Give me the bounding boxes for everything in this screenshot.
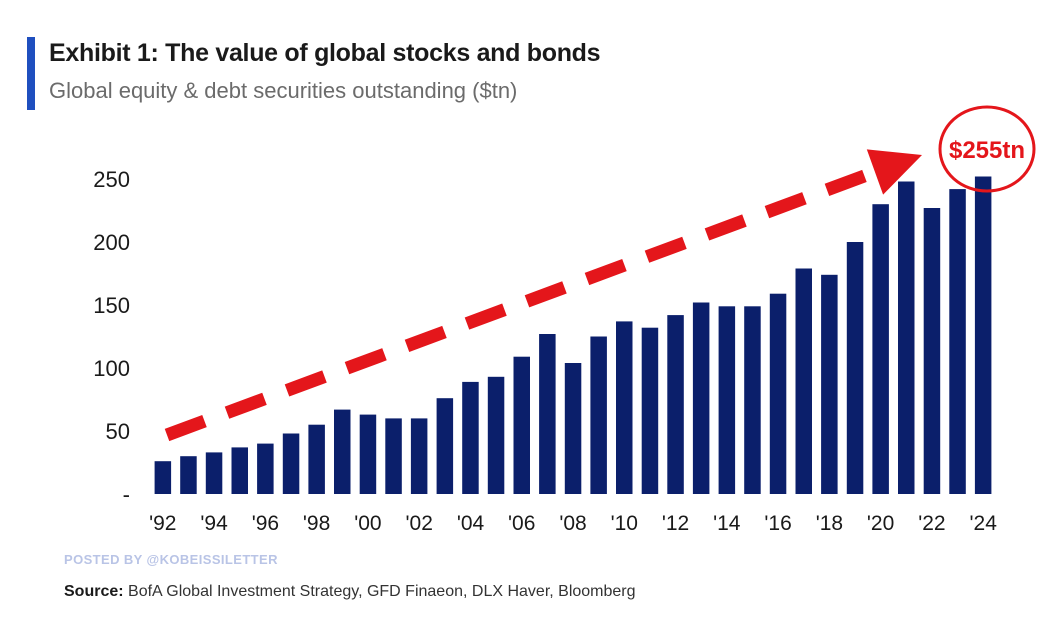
bar-2009 [590, 336, 607, 494]
y-tick-label: 250 [93, 167, 130, 192]
annotation-group: $255tn [938, 105, 1036, 193]
annotation-circle [938, 105, 1036, 193]
bar-series [154, 176, 992, 494]
bar-1994 [205, 452, 223, 494]
bar-2011 [641, 327, 659, 494]
annotation-label: $255tn [949, 137, 1025, 164]
x-tick-label: '22 [918, 512, 945, 535]
bar-2010 [616, 321, 633, 494]
x-tick-label: '04 [457, 512, 485, 535]
x-tick-label: '06 [508, 512, 535, 535]
x-tick-label: '02 [406, 512, 433, 535]
bar-2016 [769, 293, 787, 494]
x-tick-label: '14 [713, 512, 741, 535]
bar-1997 [282, 433, 300, 494]
bar-1996 [257, 443, 274, 494]
bar-2000 [359, 414, 377, 494]
bar-2006 [513, 356, 530, 494]
bar-1992 [154, 461, 172, 494]
bar-1995 [231, 447, 248, 494]
x-tick-label: '18 [816, 512, 843, 535]
bar-2004 [462, 381, 479, 494]
bar-2017 [795, 268, 812, 494]
chart-title: Exhibit 1: The value of global stocks an… [49, 39, 601, 67]
x-tick-label: '20 [867, 512, 894, 535]
watermark: POSTED BY @KOBEISSILETTER [64, 552, 278, 567]
y-tick-label: - [123, 482, 130, 507]
x-tick-label: '16 [764, 512, 791, 535]
bar-2023 [949, 189, 966, 494]
bar-2021 [898, 181, 915, 494]
bar-2005 [487, 376, 505, 494]
title-accent-bar [27, 37, 35, 110]
bar-2020 [872, 204, 889, 494]
bar-2014 [718, 306, 736, 494]
y-tick-label: 100 [93, 356, 130, 381]
bar-2001 [385, 418, 402, 494]
x-tick-label: '24 [970, 512, 998, 535]
bar-2018 [821, 274, 838, 494]
bar-2007 [539, 334, 556, 494]
x-tick-label: '94 [200, 512, 228, 535]
source-text: BofA Global Investment Strategy, GFD Fin… [123, 583, 636, 600]
x-tick-label: '92 [149, 512, 176, 535]
trend-arrow-head [866, 149, 922, 195]
bar-1999 [334, 409, 351, 494]
bar-2012 [667, 315, 684, 494]
source-note: Source: BofA Global Investment Strategy,… [64, 583, 636, 601]
bar-2002 [410, 418, 428, 494]
x-tick-label: '00 [354, 512, 381, 535]
x-tick-label: '96 [252, 512, 279, 535]
chart-subtitle: Global equity & debt securities outstand… [49, 78, 518, 103]
trend-arrow [164, 149, 922, 442]
x-axis: '92 '94 '96 '98 '00 '02 '04 '06 '08 '10 '12 '14 '16 '… [149, 512, 997, 535]
bar-2022 [923, 208, 941, 494]
bar-2013 [692, 302, 710, 494]
bar-2008 [564, 363, 582, 494]
bar-2015 [744, 306, 761, 494]
x-tick-label: '12 [662, 512, 689, 535]
bar-2024 [974, 176, 992, 494]
y-axis: - 50 100 150 200 250 [93, 167, 130, 507]
y-tick-label: 200 [93, 230, 130, 255]
source-label: Source: [64, 583, 124, 600]
x-tick-label: '98 [303, 512, 330, 535]
y-tick-label: 150 [93, 293, 130, 318]
bar-2019 [846, 242, 864, 494]
bar-1998 [308, 424, 325, 494]
x-tick-label: '10 [611, 512, 638, 535]
x-tick-label: '08 [559, 512, 586, 535]
bar-2003 [436, 398, 454, 494]
bar-1993 [180, 456, 197, 494]
y-tick-label: 50 [106, 419, 130, 444]
